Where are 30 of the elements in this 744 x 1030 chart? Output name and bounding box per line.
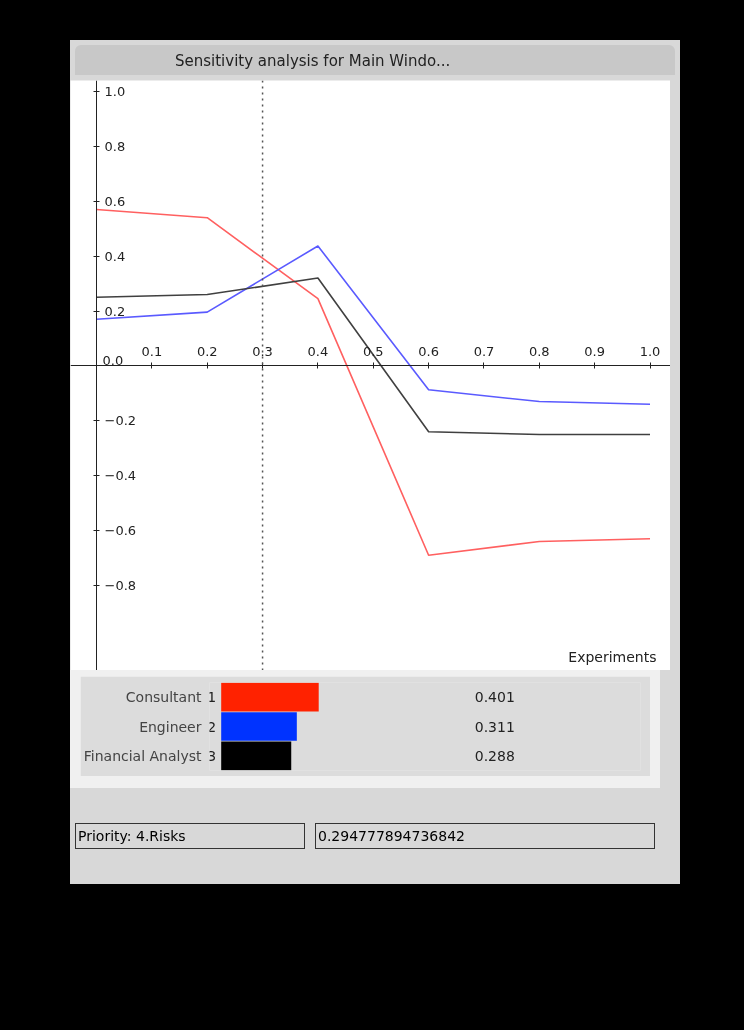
text: 1 — [207, 689, 217, 706]
data-label: 0.311 — [474, 718, 515, 735]
x-tick-label: 0.6 — [418, 343, 439, 359]
y-tick-label: −0.8 — [104, 577, 137, 593]
y-tick-label: −0.6 — [104, 523, 137, 539]
data-label: 0.401 — [474, 689, 515, 706]
y-tick-label: 0.6 — [104, 193, 126, 209]
y-tick-label: Financial Analyst — [83, 747, 203, 764]
x-tick-label: 0.9 — [584, 343, 606, 359]
y-tick-label: 0.4 — [104, 248, 126, 264]
text: Priority: 4.Risks — [78, 827, 186, 846]
x-tick-label: 0.7 — [473, 343, 495, 359]
y-tick-label: Engineer — [139, 718, 202, 735]
y-tick-label: 1.0 — [104, 83, 126, 99]
x-axis-title: Experiments — [568, 648, 657, 665]
x-tick-label: 0.2 — [196, 343, 218, 359]
y-tick-label: −0.2 — [104, 413, 137, 429]
y-tick-label: −0.4 — [104, 468, 137, 484]
x-tick-label: 0.1 — [141, 343, 163, 359]
y-tick-label: Consultant — [125, 689, 203, 706]
data-label: 0.288 — [474, 747, 515, 764]
x-tick-label: 1.0 — [639, 343, 661, 359]
x-tick-label: 0.3 — [252, 343, 273, 359]
x-tick-label: 0.4 — [307, 343, 329, 359]
text: 0.294777894736842 — [318, 827, 465, 846]
x-tick-label: 0.8 — [528, 343, 550, 359]
y-tick-label: 0.0 — [102, 352, 124, 368]
y-tick-label: 0.2 — [104, 303, 126, 319]
chart-title: Sensitivity analysis for Main Windo... — [175, 51, 451, 72]
y-tick-label: 0.8 — [104, 138, 126, 154]
